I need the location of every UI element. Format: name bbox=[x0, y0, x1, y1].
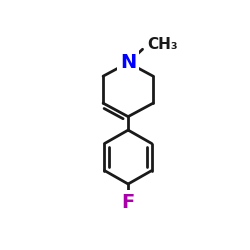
Text: N: N bbox=[120, 53, 136, 72]
Text: F: F bbox=[122, 193, 135, 212]
Text: CH₃: CH₃ bbox=[148, 37, 178, 52]
